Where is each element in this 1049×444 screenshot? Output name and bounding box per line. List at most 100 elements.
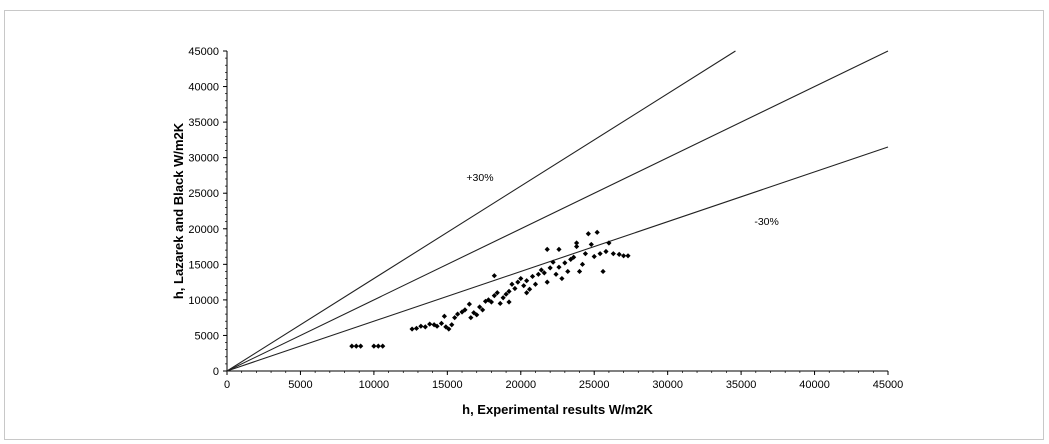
data-point — [556, 246, 562, 252]
y-tick-label: 40000 — [188, 82, 219, 94]
x-tick-label: 45000 — [873, 379, 904, 391]
data-point — [449, 322, 455, 328]
data-point — [573, 240, 580, 246]
x-tick-label: 35000 — [726, 379, 757, 391]
tick-labels: 0 5000 10000 15000 20000 25000 30000 35000 40000… — [188, 46, 903, 391]
data-point — [418, 323, 424, 329]
data-point — [358, 343, 364, 349]
chart-frame — [4, 10, 1044, 440]
data-point — [468, 315, 474, 321]
data-point — [441, 313, 447, 319]
data-point — [568, 256, 574, 262]
data-point — [603, 248, 609, 255]
reference-line-1 — [226, 50, 889, 372]
data-point — [559, 275, 565, 282]
data-point — [506, 288, 512, 294]
y-tick-label: 25000 — [188, 188, 219, 200]
data-point — [582, 251, 589, 257]
data-point — [353, 343, 359, 349]
data-point — [409, 326, 415, 332]
data-point — [529, 273, 536, 280]
data-point — [521, 283, 527, 289]
y-tick-label: 35000 — [188, 117, 219, 129]
data-point — [462, 307, 468, 313]
data-point — [556, 264, 562, 270]
data-point — [455, 311, 461, 317]
y-axis-title: h, Lazarek and Black W/m2K — [171, 122, 186, 299]
data-point — [594, 229, 600, 235]
data-point — [512, 285, 518, 292]
data-point — [591, 253, 597, 260]
data-point — [497, 300, 503, 307]
data-point — [573, 243, 580, 250]
data-point — [547, 265, 553, 271]
data-point — [535, 271, 542, 277]
data-point — [494, 290, 500, 296]
data-point — [427, 321, 433, 327]
data-point — [518, 275, 524, 282]
x-tick-label: 30000 — [652, 379, 683, 391]
data-point — [509, 281, 515, 287]
x-tick-label: 10000 — [359, 379, 390, 391]
data-point — [422, 324, 428, 330]
reference-line-0 — [226, 50, 736, 372]
data-point — [616, 251, 622, 257]
data-point — [491, 293, 497, 299]
y-tick-label: 15000 — [188, 259, 219, 271]
y-tick-label: 20000 — [188, 224, 219, 236]
data-point — [585, 231, 591, 237]
data-point — [550, 259, 556, 265]
data-point — [413, 325, 420, 331]
data-point — [538, 267, 544, 273]
data-point — [625, 253, 631, 259]
data-point — [606, 240, 612, 246]
data-point — [438, 320, 445, 326]
annotation-minus30: -30% — [754, 216, 779, 228]
data-point — [477, 304, 483, 310]
data-point — [541, 270, 547, 276]
y-tick-label: 45000 — [188, 46, 219, 58]
x-tick-label: 20000 — [505, 379, 536, 391]
data-point — [532, 281, 539, 287]
data-points — [349, 229, 631, 349]
data-point — [526, 286, 533, 292]
data-point — [524, 278, 530, 284]
data-point — [565, 268, 571, 275]
x-tick-label: 25000 — [579, 379, 610, 391]
data-point — [482, 298, 489, 304]
data-point — [349, 343, 355, 349]
data-point — [375, 343, 381, 349]
data-point — [597, 251, 603, 257]
x-axis-title: h, Experimental results W/m2K — [462, 402, 653, 417]
data-point — [621, 253, 627, 259]
x-tick-label: 0 — [224, 379, 230, 391]
data-point — [553, 271, 559, 277]
data-point — [491, 273, 497, 279]
data-point — [452, 315, 458, 321]
data-point — [571, 254, 577, 260]
data-point — [600, 268, 606, 275]
data-point — [500, 295, 506, 301]
x-tick-label: 40000 — [799, 379, 830, 391]
data-point — [479, 307, 486, 313]
data-point — [446, 326, 452, 332]
data-point — [380, 343, 386, 349]
data-point — [434, 323, 440, 329]
y-tick-label: 5000 — [195, 330, 219, 342]
data-point — [610, 251, 616, 257]
data-point — [562, 260, 568, 266]
y-tick-label: 0 — [213, 366, 219, 378]
data-point — [503, 291, 509, 297]
data-point — [506, 299, 512, 305]
reference-line-2 — [226, 146, 889, 372]
x-tick-label: 5000 — [288, 379, 312, 391]
data-point — [371, 343, 377, 349]
y-tick-label: 10000 — [188, 295, 219, 307]
data-point — [588, 241, 594, 248]
y-tick-label: 30000 — [188, 153, 219, 165]
data-point — [515, 279, 521, 285]
axes-group — [223, 50, 889, 375]
data-point — [466, 301, 472, 307]
data-point — [544, 279, 550, 285]
